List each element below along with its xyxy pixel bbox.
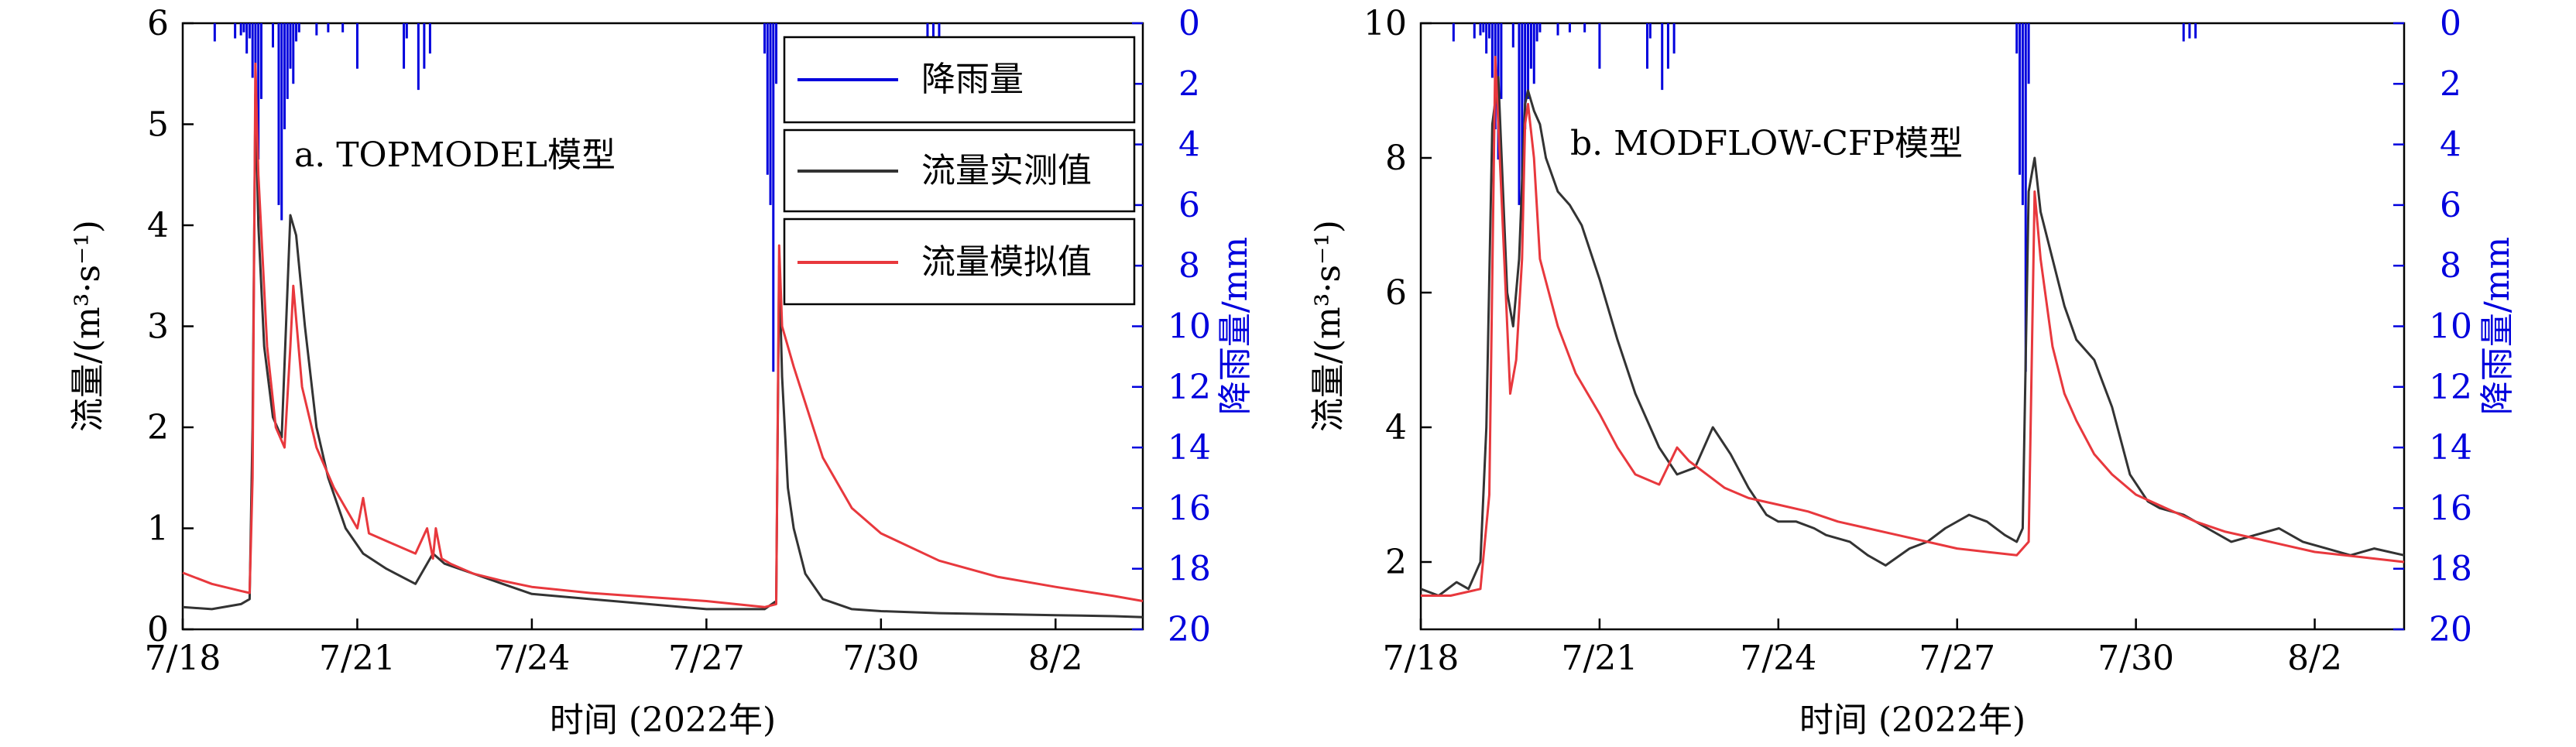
panel-b-y2-tick-label: 6 xyxy=(2440,186,2461,225)
panel-a-y2-tick-label: 18 xyxy=(1168,550,1211,589)
panel-a-x-tick-label: 7/24 xyxy=(494,639,571,678)
panel-b-ylabel: 流量/(m³·s⁻¹) xyxy=(1309,220,1348,432)
panel-a-series-simulated xyxy=(182,62,1144,608)
panel-b-x-tick-label: 7/30 xyxy=(2098,639,2174,678)
panel-a-y2-tick-label: 20 xyxy=(1168,610,1211,649)
panel-b-x-tick-label: 7/21 xyxy=(1562,639,1638,678)
panel-a-title: a. TOPMODEL模型 xyxy=(294,135,616,175)
panel-a-xlabel: 时间 (2022年) xyxy=(550,701,776,740)
panel-b-y2-tick-label: 10 xyxy=(2429,307,2472,347)
panel-b-y2label: 降雨量/mm xyxy=(2478,237,2517,415)
panel-b-y-tick-label: 10 xyxy=(1363,4,1407,43)
panel-a-y2-tick-label: 6 xyxy=(1178,186,1200,225)
panel-a-y-tick-label: 2 xyxy=(147,408,169,447)
panel-b-y2-tick-label: 8 xyxy=(2440,246,2461,286)
panel-a-x-tick-label: 8/2 xyxy=(1028,639,1083,678)
panel-b-y2-tick-label: 20 xyxy=(2429,610,2472,649)
panel-a-y2-tick-label: 12 xyxy=(1168,368,1211,407)
panel-b-x-tick-label: 7/27 xyxy=(1919,639,1995,678)
panel-a-y-tick-label: 4 xyxy=(147,206,169,245)
panel-a-plot-frame xyxy=(181,22,1144,631)
panel-a-y-tick-label: 0 xyxy=(147,610,169,649)
panel-b-axes: 7/18 7/21 7/24 7/27 7/30 8/2 2 4 6 8 10 0 2 4 6 8 10 12 14… xyxy=(1363,4,2472,678)
panel-a-y-tick-label: 5 xyxy=(147,105,169,145)
panel-a-y2-tick-label: 10 xyxy=(1168,307,1211,347)
panel-b-y2-tick-label: 14 xyxy=(2429,428,2472,468)
panel-b-y-tick-label: 6 xyxy=(1385,273,1407,313)
panel-a-y2-tick-label: 0 xyxy=(1178,4,1200,43)
panel-b-y2-tick-label: 12 xyxy=(2429,368,2472,407)
panel-a-y2-tick-label: 16 xyxy=(1168,488,1211,528)
panel-a-x-tick-label: 7/27 xyxy=(668,639,745,678)
panel-a-y-tick-label: 6 xyxy=(147,4,169,43)
legend-label-simulated: 流量模拟值 xyxy=(921,242,1092,282)
panel-b-y2-tick-label: 0 xyxy=(2440,4,2461,43)
panel-b-series-observed xyxy=(1420,76,2405,597)
panel-b-xlabel: 时间 (2022年) xyxy=(1799,701,2025,740)
panel-b-y2-tick-label: 16 xyxy=(2429,488,2472,528)
panel-a-y2label: 降雨量/mm xyxy=(1216,237,1255,415)
panel-b-series-simulated xyxy=(1421,56,2405,597)
panel-a-y2-tick-label: 14 xyxy=(1168,428,1211,468)
panel-b-chart: 7/18 7/21 7/24 7/27 7/30 8/2 2 4 6 8 10 0 2 4 6 8 10 12 14… xyxy=(1309,4,2517,740)
panel-b-marks xyxy=(1420,23,2405,597)
panel-a-marks xyxy=(182,23,1144,619)
panel-b-x-tick-label: 7/24 xyxy=(1740,639,1816,678)
legend-box-rainfall xyxy=(783,36,1136,124)
panel-b-y-tick-label: 8 xyxy=(1385,139,1407,178)
panel-b-y-tick-label: 4 xyxy=(1385,408,1407,447)
panel-b-y2-tick-label: 18 xyxy=(2429,550,2472,589)
panel-a-y2-tick-label: 2 xyxy=(1178,64,1200,104)
panel-b-title: b. MODFLOW-CFP模型 xyxy=(1570,124,1963,163)
legend: 降雨量 流量实测值 流量模拟值 xyxy=(783,36,1136,306)
legend-label-observed: 流量实测值 xyxy=(921,151,1092,190)
panel-a-y2-tick-label: 4 xyxy=(1178,125,1200,165)
panel-b-y2-tick-label: 2 xyxy=(2440,64,2461,104)
panel-a-x-tick-label: 7/21 xyxy=(319,639,396,678)
panel-b-x-tick-label: 7/18 xyxy=(1383,639,1460,678)
panel-a-y2-tick-label: 8 xyxy=(1178,246,1200,286)
panel-a-y-tick-label: 1 xyxy=(147,509,169,549)
panel-a-x-tick-label: 7/30 xyxy=(842,639,919,678)
panel-b-x-tick-label: 8/2 xyxy=(2287,639,2342,678)
panel-a-x-tick-label: 7/18 xyxy=(145,639,221,678)
panel-b-plot-frame xyxy=(1419,22,2406,631)
panel-b-y-tick-label: 2 xyxy=(1385,543,1407,582)
legend-label-rainfall: 降雨量 xyxy=(921,60,1024,99)
panel-a-ylabel: 流量/(m³·s⁻¹) xyxy=(68,220,108,432)
panel-a-y-tick-label: 3 xyxy=(147,307,169,347)
panel-b-y2-tick-label: 4 xyxy=(2440,125,2461,165)
